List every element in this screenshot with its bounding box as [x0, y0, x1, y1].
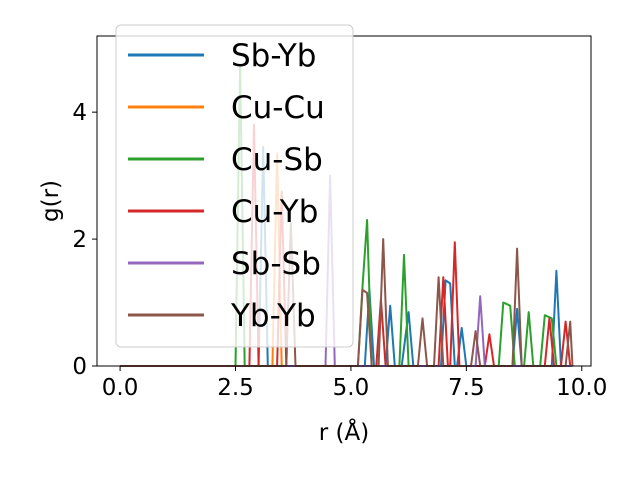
x-tick-label: 2.5	[217, 375, 254, 401]
legend-label: Cu-Yb	[231, 194, 318, 230]
legend-label: Yb-Yb	[230, 298, 316, 334]
y-axis-label: g(r)	[38, 180, 64, 222]
y-tick-label: 4	[72, 100, 87, 126]
legend: Sb-Yb Cu-Cu Cu-Sb Cu-Yb Sb-Sb Yb-Yb	[115, 24, 354, 348]
x-tick-label: 0.0	[102, 375, 139, 401]
x-axis-label: r (Å)	[319, 418, 369, 446]
y-tick-label: 2	[72, 227, 87, 253]
x-axis: 0.0 2.5 5.0 7.5 10.0	[102, 366, 607, 401]
y-tick-label: 0	[72, 354, 87, 380]
x-tick-label: 7.5	[448, 375, 485, 401]
legend-label: Cu-Cu	[231, 90, 325, 126]
series-line-yb-yb	[120, 222, 574, 367]
y-axis: 0 2 4	[72, 100, 97, 380]
x-tick-label: 5.0	[333, 375, 370, 401]
legend-label: Sb-Yb	[231, 38, 316, 74]
legend-label: Cu-Sb	[231, 142, 323, 178]
x-tick-label: 10.0	[556, 375, 607, 401]
legend-label: Sb-Sb	[231, 246, 321, 282]
